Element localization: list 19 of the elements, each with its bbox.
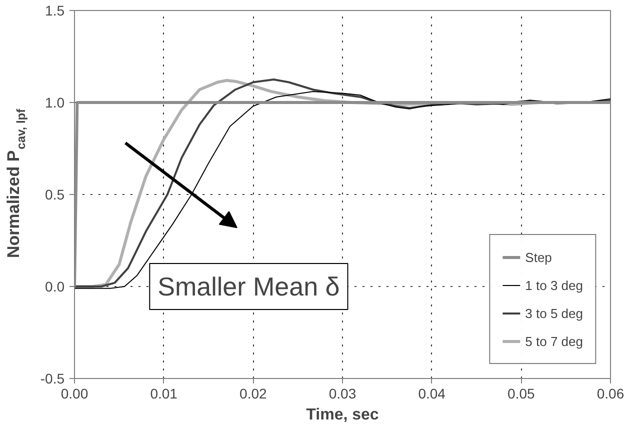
y-axis-title: Normalized Pcav, lpf bbox=[4, 108, 28, 258]
y-tick-label: 0.5 bbox=[45, 186, 65, 202]
legend-label: 5 to 7 deg bbox=[525, 334, 583, 348]
y-tick-label: 0.0 bbox=[45, 278, 65, 294]
x-tick-label: 0.00 bbox=[60, 386, 88, 402]
legend-label: 1 to 3 deg bbox=[525, 278, 583, 292]
x-tick-label: 0.05 bbox=[508, 386, 536, 402]
y-tick-label: 1.0 bbox=[45, 94, 65, 110]
y-tick-label: 1.5 bbox=[45, 2, 65, 18]
legend-label: Step bbox=[525, 250, 552, 264]
x-tick-label: 0.06 bbox=[596, 386, 624, 402]
x-tick-label: 0.01 bbox=[150, 386, 178, 402]
x-axis-title: Time, sec bbox=[306, 406, 379, 424]
x-tick-label: 0.04 bbox=[418, 386, 446, 402]
x-tick-label: 0.03 bbox=[328, 386, 356, 402]
annotation: Smaller Mean δ bbox=[158, 272, 340, 302]
y-tick-label: -0.5 bbox=[40, 370, 65, 386]
legend-label: 3 to 5 deg bbox=[525, 306, 583, 320]
x-tick-label: 0.02 bbox=[240, 386, 268, 402]
